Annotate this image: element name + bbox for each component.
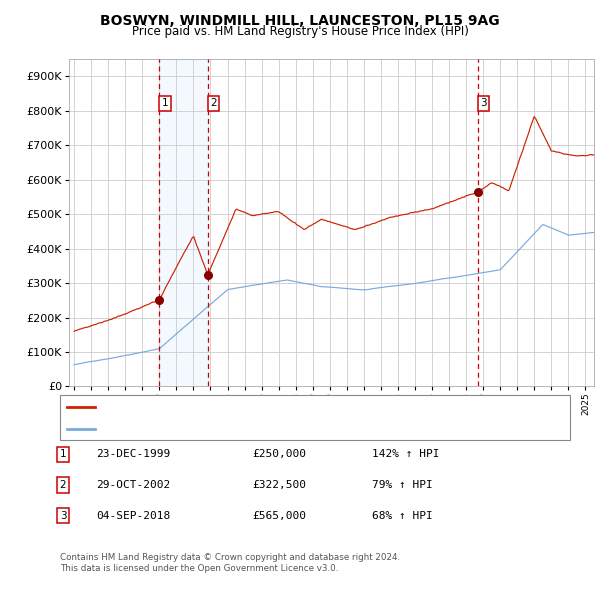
Text: HPI: Average price, detached house, Cornwall: HPI: Average price, detached house, Corn… [99,424,326,434]
Text: 2: 2 [210,98,217,108]
Text: BOSWYN, WINDMILL HILL, LAUNCESTON, PL15 9AG: BOSWYN, WINDMILL HILL, LAUNCESTON, PL15 … [100,14,500,28]
Text: £565,000: £565,000 [252,511,306,520]
Text: 3: 3 [480,98,487,108]
Text: 68% ↑ HPI: 68% ↑ HPI [372,511,433,520]
Text: 23-DEC-1999: 23-DEC-1999 [96,450,170,459]
Text: BOSWYN, WINDMILL HILL, LAUNCESTON, PL15 9AG (detached house): BOSWYN, WINDMILL HILL, LAUNCESTON, PL15 … [99,402,444,411]
Text: This data is licensed under the Open Government Licence v3.0.: This data is licensed under the Open Gov… [60,564,338,573]
Text: 79% ↑ HPI: 79% ↑ HPI [372,480,433,490]
Text: 04-SEP-2018: 04-SEP-2018 [96,511,170,520]
Text: 2: 2 [59,480,67,490]
Text: Contains HM Land Registry data © Crown copyright and database right 2024.: Contains HM Land Registry data © Crown c… [60,553,400,562]
Text: £322,500: £322,500 [252,480,306,490]
Bar [159,59,208,386]
Text: £250,000: £250,000 [252,450,306,459]
Text: 1: 1 [161,98,168,108]
Text: 142% ↑ HPI: 142% ↑ HPI [372,450,439,459]
Text: 3: 3 [59,511,67,520]
Text: 1: 1 [59,450,67,459]
Text: 29-OCT-2002: 29-OCT-2002 [96,480,170,490]
Text: Price paid vs. HM Land Registry's House Price Index (HPI): Price paid vs. HM Land Registry's House … [131,25,469,38]
